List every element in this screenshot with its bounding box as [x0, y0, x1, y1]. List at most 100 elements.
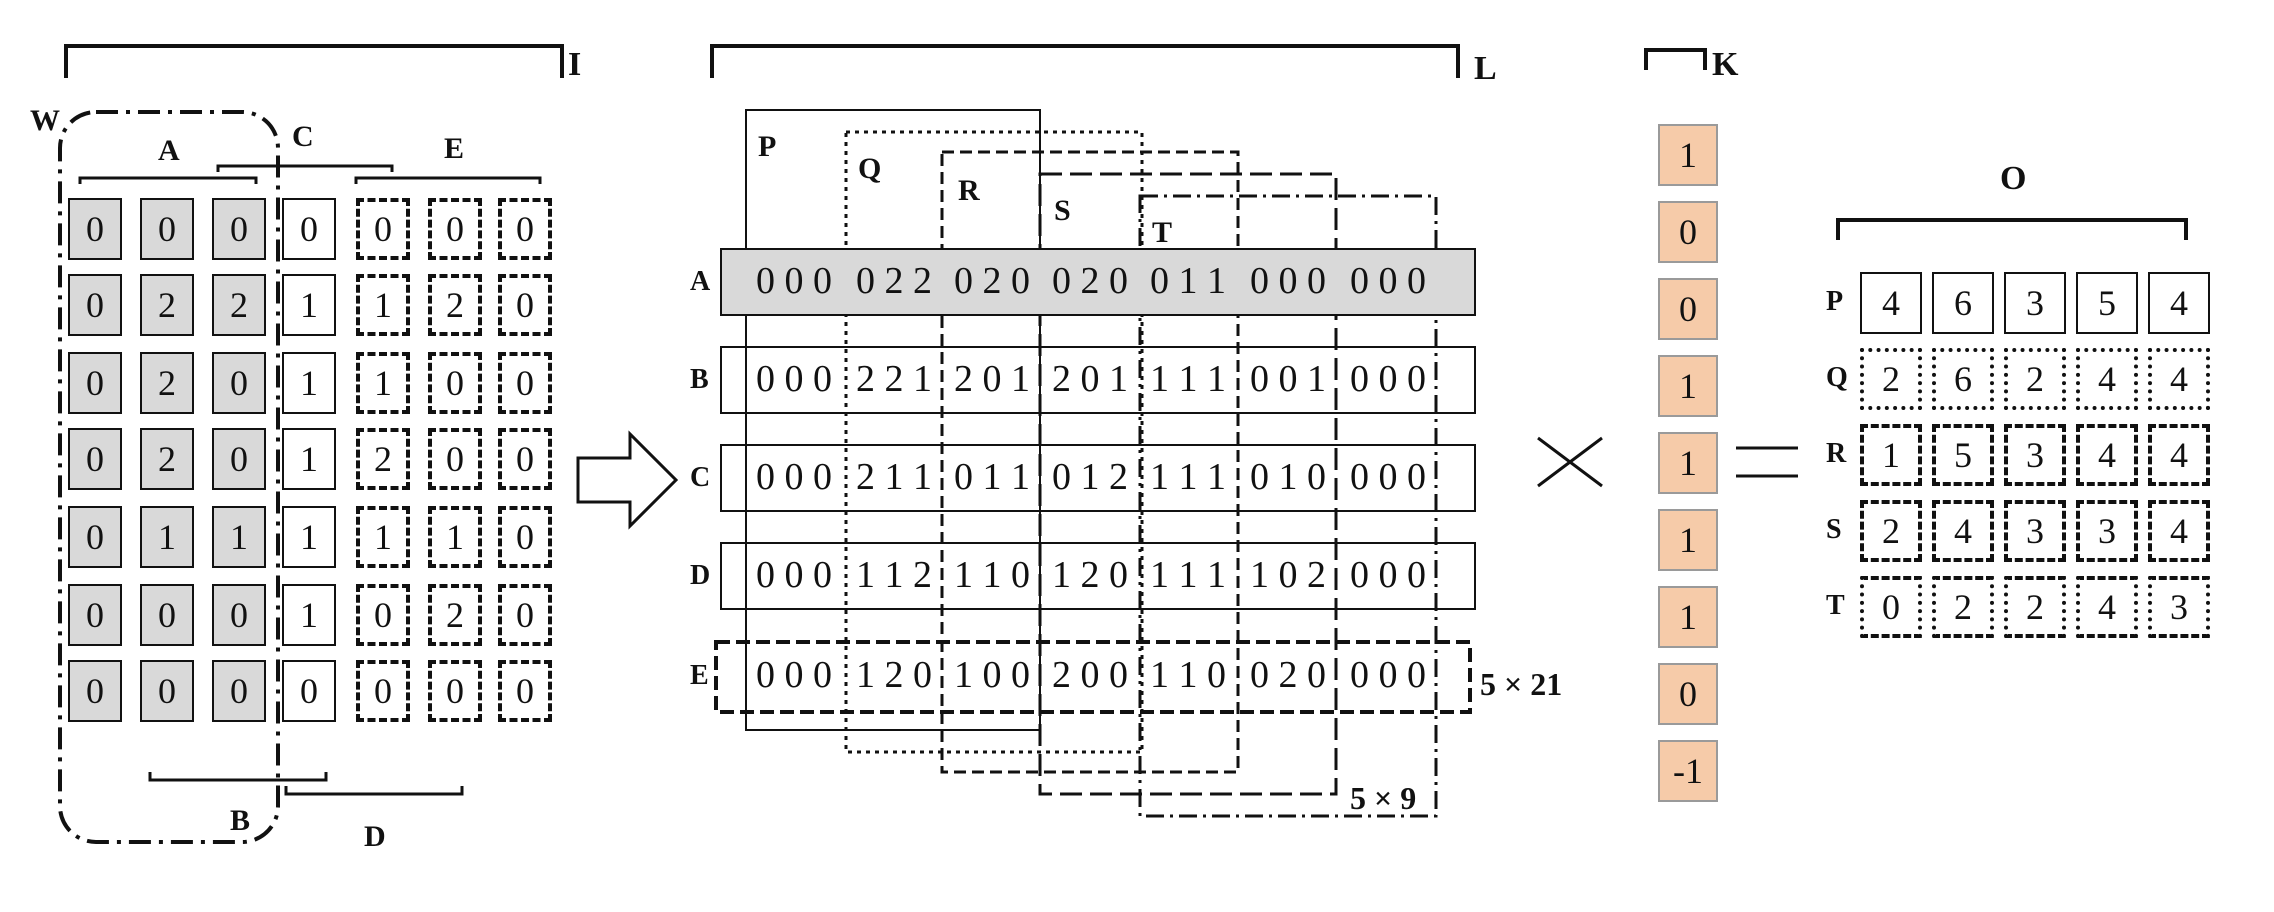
matrix-row-box — [720, 248, 1476, 316]
grid-cell: 0 — [212, 352, 266, 414]
kernel-cell: 0 — [1658, 278, 1718, 340]
grid-cell: 0 — [428, 352, 482, 414]
grid-cell: 0 — [498, 274, 552, 336]
kernel-cell: 0 — [1658, 663, 1718, 725]
window-p-box — [745, 109, 1041, 731]
matrix-row-box — [720, 542, 1476, 610]
label-i: I — [568, 46, 582, 83]
matrix-segment: 0 0 0 — [756, 456, 832, 498]
grid-cell: 2 — [140, 428, 194, 490]
times-icon — [1537, 436, 1603, 488]
label-e: E — [444, 132, 465, 165]
output-cell: 4 — [2076, 424, 2138, 486]
output-cell: 2 — [2004, 348, 2066, 410]
size-label-5x9: 5 × 9 — [1350, 780, 1417, 816]
kernel-cell: 1 — [1658, 432, 1718, 494]
window-q-box — [844, 130, 1144, 754]
kernel-cell: 1 — [1658, 355, 1718, 417]
kernel-cell: 1 — [1658, 124, 1718, 186]
output-cell: 4 — [2148, 272, 2210, 334]
output-cell: 4 — [1860, 272, 1922, 334]
grid-cell: 0 — [498, 584, 552, 646]
label-d: D — [364, 820, 386, 853]
grid-cell: 0 — [356, 584, 410, 646]
output-cell: 0 — [1860, 576, 1922, 638]
matrix-segment: 1 2 0 — [856, 654, 932, 696]
kernel-cell: 0 — [1658, 201, 1718, 263]
brace-a — [78, 176, 258, 184]
grid-cell: 0 — [498, 352, 552, 414]
matrix-segment: 0 2 0 — [1052, 260, 1128, 302]
grid-cell: 0 — [356, 198, 410, 260]
kernel-cell: 1 — [1658, 509, 1718, 571]
label-w: W — [30, 104, 60, 137]
brace-d — [284, 786, 464, 796]
window-r-box — [940, 150, 1240, 774]
grid-cell: 0 — [428, 428, 482, 490]
grid-cell: 0 — [282, 660, 336, 722]
grid-cell: 0 — [68, 428, 122, 490]
matrix-segment: 1 1 1 — [1150, 554, 1226, 596]
matrix-segment: 0 0 0 — [1350, 260, 1426, 302]
window-label-p: P — [758, 130, 777, 163]
output-row-label: R — [1826, 438, 1847, 469]
output-cell: 5 — [2076, 272, 2138, 334]
matrix-segment: 0 0 0 — [1350, 654, 1426, 696]
matrix-segment: 1 1 1 — [1150, 358, 1226, 400]
matrix-row-label: D — [690, 560, 711, 591]
grid-cell: 0 — [212, 428, 266, 490]
output-row-label: P — [1826, 286, 1844, 317]
matrix-row-label: E — [690, 660, 709, 691]
grid-cell: 0 — [498, 198, 552, 260]
bracket-i — [64, 44, 564, 78]
grid-cell: 2 — [140, 352, 194, 414]
grid-cell: 0 — [428, 198, 482, 260]
output-row-label: S — [1826, 514, 1842, 545]
grid-cell: 0 — [68, 352, 122, 414]
matrix-row-box — [720, 444, 1476, 512]
matrix-segment: 1 1 1 — [1150, 456, 1226, 498]
bracket-o — [1836, 218, 2188, 240]
row-e-box — [714, 640, 1472, 714]
matrix-segment: 2 1 1 — [856, 456, 932, 498]
grid-cell: 1 — [282, 584, 336, 646]
brace-e — [354, 176, 542, 184]
output-cell: 3 — [2004, 424, 2066, 486]
output-cell: 4 — [2148, 424, 2210, 486]
grid-cell: 0 — [140, 584, 194, 646]
matrix-row-label: C — [690, 462, 711, 493]
label-l: L — [1474, 50, 1497, 87]
grid-cell: 0 — [68, 584, 122, 646]
matrix-segment: 2 0 0 — [1052, 654, 1128, 696]
matrix-segment: 1 1 0 — [1150, 654, 1226, 696]
window-label-s: S — [1054, 194, 1071, 227]
grid-cell: 1 — [282, 352, 336, 414]
label-k: K — [1712, 46, 1739, 83]
grid-cell: 0 — [68, 198, 122, 260]
grid-cell: 0 — [282, 198, 336, 260]
matrix-segment: 0 1 0 — [1250, 456, 1326, 498]
output-cell: 2 — [1860, 348, 1922, 410]
grid-cell: 0 — [498, 506, 552, 568]
grid-cell: 0 — [428, 660, 482, 722]
brace-b — [148, 772, 328, 782]
matrix-segment: 2 2 1 — [856, 358, 932, 400]
output-cell: 2 — [1860, 500, 1922, 562]
matrix-segment: 0 0 1 — [1250, 358, 1326, 400]
matrix-segment: 0 2 0 — [954, 260, 1030, 302]
matrix-segment: 1 0 0 — [954, 654, 1030, 696]
matrix-segment: 2 0 1 — [1052, 358, 1128, 400]
kernel-cell: -1 — [1658, 740, 1718, 802]
output-row-label: Q — [1826, 362, 1848, 393]
equals-icon — [1736, 446, 1798, 478]
window-label-q: Q — [858, 152, 882, 185]
matrix-row-label: A — [690, 266, 711, 297]
matrix-segment: 0 1 2 — [1052, 456, 1128, 498]
grid-cell: 0 — [498, 660, 552, 722]
output-cell: 6 — [1932, 348, 1994, 410]
matrix-segment: 0 0 0 — [1350, 358, 1426, 400]
bracket-l — [710, 44, 1460, 78]
grid-cell: 1 — [356, 274, 410, 336]
matrix-segment: 0 0 0 — [1350, 554, 1426, 596]
matrix-segment: 0 1 1 — [954, 456, 1030, 498]
